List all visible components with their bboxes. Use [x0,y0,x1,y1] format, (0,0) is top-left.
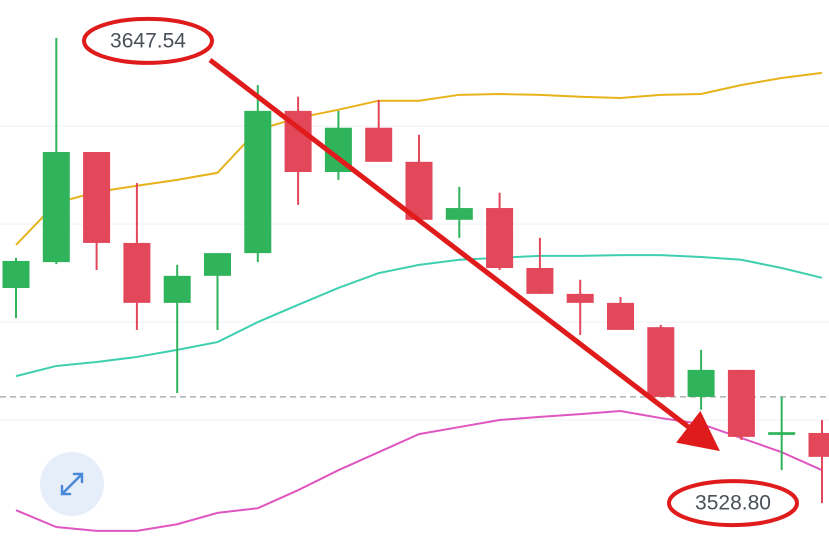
candle-body [768,432,796,435]
candle-body [83,152,111,243]
annotation-circle [82,16,214,65]
annotation-label: 3647.54 [110,29,186,52]
trend-arrow [208,58,720,452]
candle-body [445,208,473,220]
annotation-label: 3528.80 [695,492,771,515]
expand-button[interactable] [40,452,104,516]
candle-body [365,127,393,162]
candle-body [405,161,433,220]
annotation-bg [86,23,210,58]
candle-body [808,432,829,457]
candle-body [607,302,634,330]
candle-body [647,327,675,397]
candle-body [566,293,594,303]
candle-body [42,152,70,263]
candle-body [687,369,715,397]
candle-body [123,242,151,303]
annotation-circle [667,479,799,528]
candle-body [204,253,231,276]
candle-body [2,260,30,288]
candle-body [244,110,272,254]
candle-body [727,369,755,437]
band-line [15,71,823,246]
candle-body [163,275,191,303]
band-line [15,254,823,378]
annotation-bg [671,486,795,521]
candle-body [486,208,514,268]
candle-body [526,268,554,294]
